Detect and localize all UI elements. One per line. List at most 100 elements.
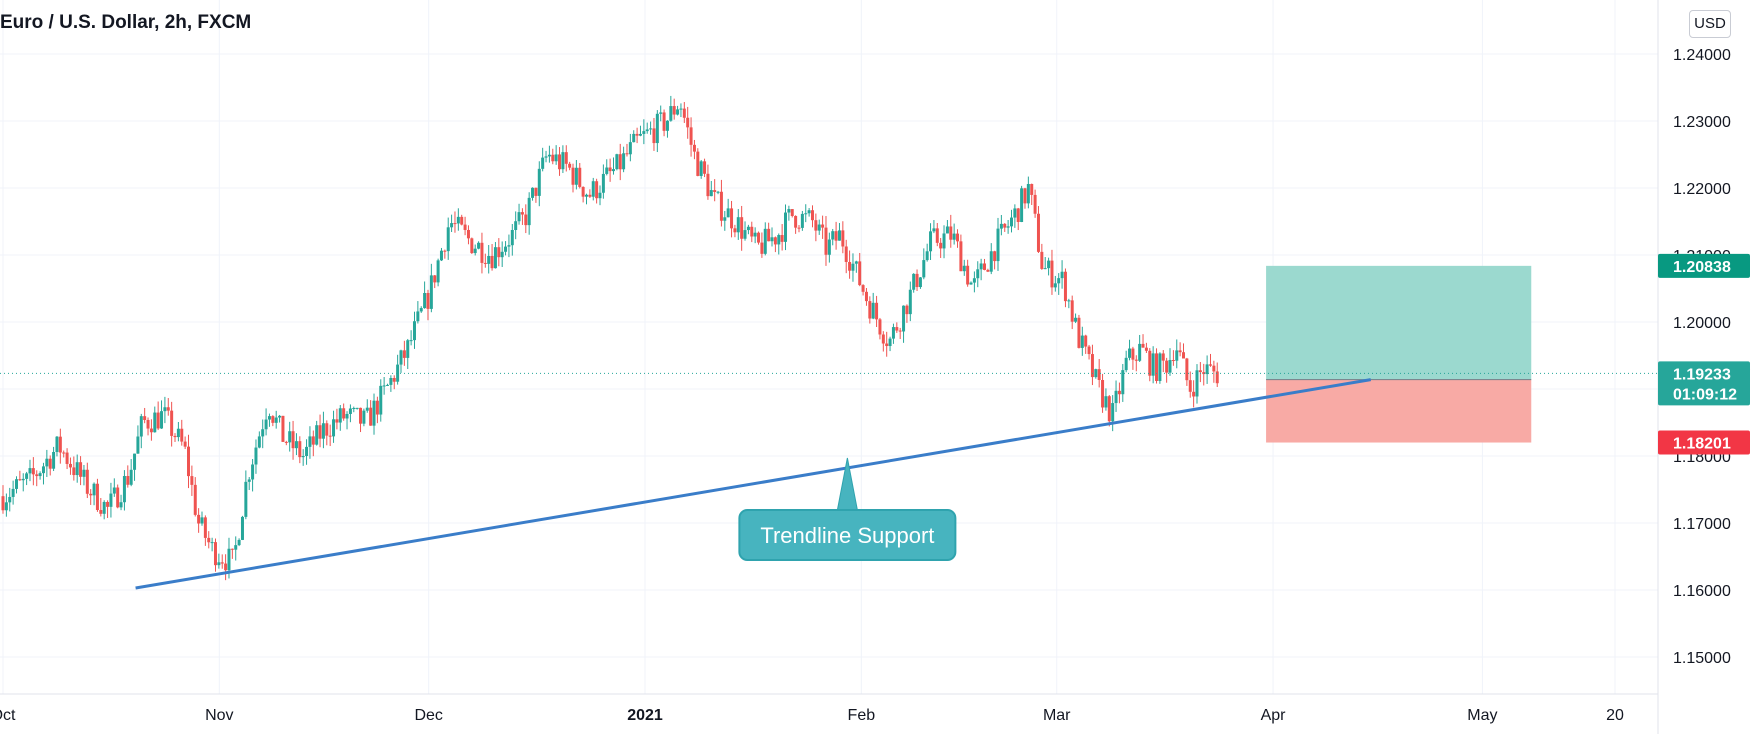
- candle: [996, 217, 1000, 271]
- candle-body: [837, 230, 841, 241]
- candle: [284, 440, 288, 446]
- candle: [183, 436, 187, 450]
- trendline[interactable]: [135, 378, 1372, 590]
- candle-body: [645, 129, 649, 132]
- candle-body: [844, 246, 848, 262]
- candle-body: [402, 350, 406, 358]
- target-price-tag: 1.20838: [1658, 253, 1750, 278]
- candle: [129, 459, 133, 487]
- candle-body: [517, 212, 521, 222]
- candle: [429, 263, 433, 313]
- candle-body: [713, 190, 717, 192]
- candle: [1131, 346, 1135, 370]
- candle-body: [932, 228, 936, 232]
- candle-body: [591, 181, 595, 197]
- candle-body: [166, 407, 170, 411]
- candle-body: [1101, 379, 1105, 408]
- candle-body: [908, 289, 912, 315]
- candle-body: [628, 142, 632, 155]
- candle-body: [665, 120, 669, 131]
- candle-body: [558, 154, 562, 170]
- candle-body: [122, 476, 126, 503]
- candle: [665, 120, 669, 138]
- candle: [912, 273, 916, 293]
- candle: [966, 259, 970, 287]
- candle: [969, 281, 973, 285]
- candle: [713, 179, 717, 202]
- candle: [1185, 357, 1189, 386]
- candle-body: [1087, 346, 1091, 355]
- candle-body: [25, 473, 29, 479]
- candle-body: [692, 144, 696, 152]
- trendline-callout[interactable]: Trendline Support: [738, 457, 957, 562]
- candle-body: [531, 187, 535, 198]
- candle: [261, 419, 265, 449]
- candle-body: [682, 108, 686, 118]
- candle-body: [716, 191, 720, 193]
- candle-body: [8, 496, 12, 503]
- candle: [163, 396, 167, 424]
- candle: [342, 403, 346, 421]
- candle: [278, 414, 282, 423]
- candle: [1188, 371, 1192, 398]
- candle: [817, 219, 821, 235]
- candle: [622, 146, 626, 173]
- candle: [598, 185, 602, 206]
- candle: [348, 404, 352, 423]
- candle-body: [197, 514, 201, 524]
- candle-body: [571, 167, 575, 185]
- candle: [952, 223, 956, 245]
- candle-body: [230, 548, 234, 550]
- candle-body: [1168, 360, 1172, 373]
- candle-body: [1165, 360, 1169, 373]
- candle: [359, 407, 363, 433]
- candle: [814, 213, 818, 242]
- candle: [247, 477, 251, 490]
- candle-body: [770, 237, 774, 242]
- candle-body: [493, 247, 497, 269]
- candle: [841, 221, 845, 254]
- candle: [267, 413, 271, 427]
- currency-button[interactable]: USD: [1689, 10, 1731, 38]
- candle: [753, 227, 757, 244]
- candle-body: [99, 510, 103, 514]
- candle: [635, 127, 639, 144]
- candle: [500, 241, 504, 267]
- candle-body: [804, 213, 808, 215]
- candle-body: [143, 416, 147, 420]
- candle: [881, 331, 885, 352]
- candle-body: [962, 265, 966, 272]
- candle: [983, 258, 987, 271]
- time-tick-label: 20: [1606, 707, 1624, 724]
- candle: [426, 289, 430, 321]
- time-tick-label: Dec: [414, 707, 442, 724]
- candles: [1, 95, 1219, 581]
- candle-body: [939, 242, 943, 249]
- price-tick-label: 1.16000: [1673, 583, 1731, 600]
- profit-zone[interactable]: [1266, 265, 1532, 380]
- candle: [490, 243, 494, 271]
- candle-body: [294, 441, 298, 449]
- candle: [649, 121, 653, 135]
- candle-body: [945, 226, 949, 234]
- candle-body: [625, 153, 629, 155]
- candle: [470, 237, 474, 255]
- candle-body: [581, 186, 585, 197]
- candle: [888, 336, 892, 352]
- candle-body: [267, 416, 271, 420]
- candle: [763, 222, 767, 256]
- candle-body: [450, 223, 454, 228]
- candle-body: [662, 112, 666, 131]
- candle: [1087, 344, 1091, 360]
- candle-body: [369, 407, 373, 426]
- candle: [878, 317, 882, 340]
- candle-body: [983, 263, 987, 270]
- candle-body: [14, 479, 18, 489]
- candle-body: [257, 436, 261, 448]
- candle-body: [1192, 391, 1196, 397]
- candle: [1084, 334, 1088, 354]
- candle: [686, 106, 690, 139]
- candle-body: [959, 241, 963, 272]
- candle: [463, 216, 467, 236]
